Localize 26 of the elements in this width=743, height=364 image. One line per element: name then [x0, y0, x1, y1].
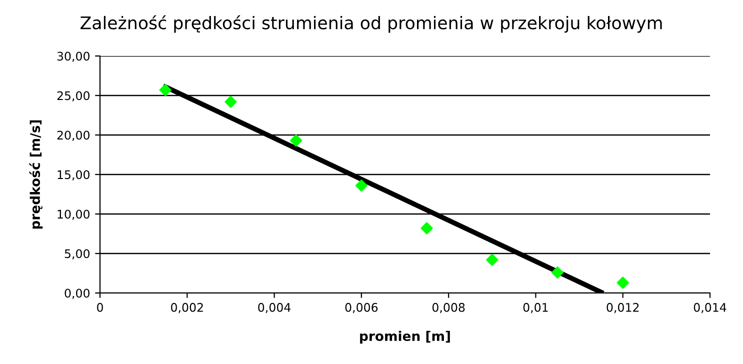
- x-tick-label: 0,01: [523, 302, 548, 314]
- y-tick-label: 20,00: [57, 130, 90, 141]
- y-tick-label: 25,00: [57, 91, 90, 102]
- x-tick-label: 0,004: [258, 302, 291, 314]
- point: [224, 96, 237, 108]
- chart-title: Zależność prędkości strumienia od promienia w przekroju kołowym: [80, 15, 662, 33]
- x-tick-label: 0: [97, 302, 103, 312]
- point: [159, 84, 172, 96]
- point: [355, 179, 368, 192]
- y-tick-label: 0,00: [64, 288, 90, 299]
- y-tick-label: 10,00: [58, 210, 90, 220]
- point: [551, 266, 564, 279]
- x-tick-label: 0,006: [345, 302, 378, 314]
- point: [290, 134, 302, 147]
- y-tick-label: 5,00: [64, 249, 90, 260]
- y-tick-label: 30,00: [57, 52, 90, 62]
- x-tick-label: 0,012: [606, 302, 639, 314]
- x-tick-label: 0,008: [432, 302, 465, 314]
- point: [486, 254, 498, 266]
- point: [420, 222, 433, 234]
- y-axis-title: prędkość [m/s]: [29, 120, 43, 229]
- x-tick-label: 0,002: [171, 302, 203, 314]
- x-axis-title: promien [m]: [360, 330, 450, 344]
- point: [616, 276, 629, 289]
- x-tick-label: 0,014: [694, 302, 726, 314]
- y-tick-label: 15,00: [58, 170, 90, 180]
